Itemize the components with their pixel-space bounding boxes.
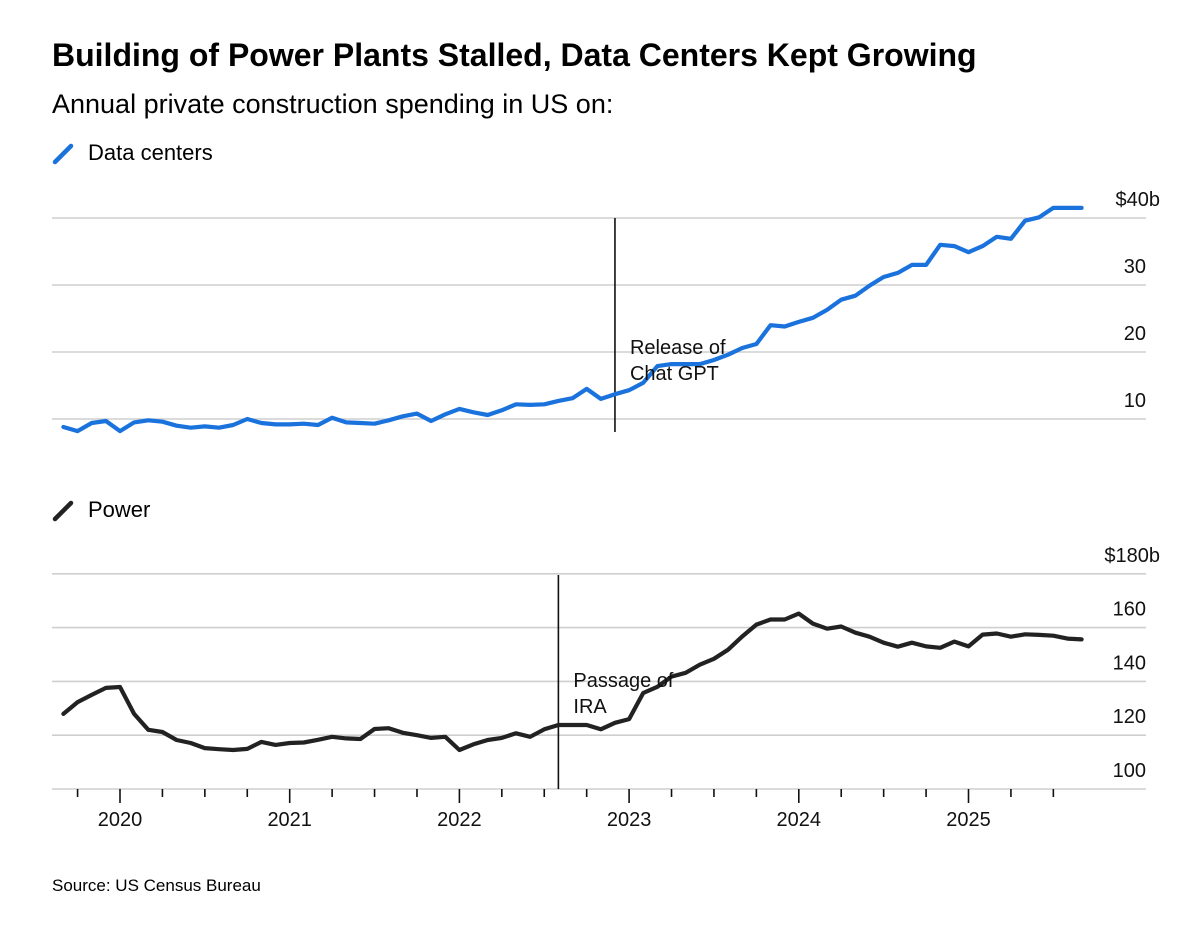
y-tick-label: $40b xyxy=(1116,189,1161,211)
x-tick-label: 2023 xyxy=(607,809,652,831)
legend-data-centers: Data centers xyxy=(52,140,213,165)
x-tick-label: 2022 xyxy=(437,809,482,831)
y-tick-label: 20 xyxy=(1124,323,1146,345)
legend-slash-icon xyxy=(52,143,74,165)
annotation-text: Release of xyxy=(630,337,726,359)
chart-title: Building of Power Plants Stalled, Data C… xyxy=(52,37,977,73)
y-tick-label: 120 xyxy=(1113,706,1146,728)
annotation-text: Passage of xyxy=(573,670,674,692)
y-tick-label: 100 xyxy=(1113,760,1146,782)
legend-label: Power xyxy=(88,497,150,522)
y-tick-label: 160 xyxy=(1113,599,1146,621)
y-tick-label: $180b xyxy=(1104,545,1160,567)
x-tick-label: 2021 xyxy=(267,809,312,831)
legend-slash-icon xyxy=(52,500,74,522)
series-line-data-centers xyxy=(61,205,1084,434)
annotation-text: IRA xyxy=(573,696,607,718)
power-panel: 100 120 140 160 $180b Passage of IRA 2020 2021 20… xyxy=(52,545,1160,831)
x-tick-label: 2025 xyxy=(946,809,991,831)
legend-label: Data centers xyxy=(88,140,213,165)
annotation-text: Chat GPT xyxy=(630,363,719,385)
x-tick-label: 2024 xyxy=(777,809,822,831)
x-tick-label: 2020 xyxy=(98,809,143,831)
y-tick-label: 10 xyxy=(1124,390,1146,412)
y-tick-label: 140 xyxy=(1113,652,1146,674)
legend-power: Power xyxy=(52,497,150,522)
data-centers-panel: 10 20 30 $40b Release of Chat GPT xyxy=(52,189,1161,434)
source-note: Source: US Census Bureau xyxy=(52,876,261,895)
y-tick-label: 30 xyxy=(1124,256,1146,278)
chart-subtitle: Annual private construction spending in … xyxy=(52,89,613,119)
